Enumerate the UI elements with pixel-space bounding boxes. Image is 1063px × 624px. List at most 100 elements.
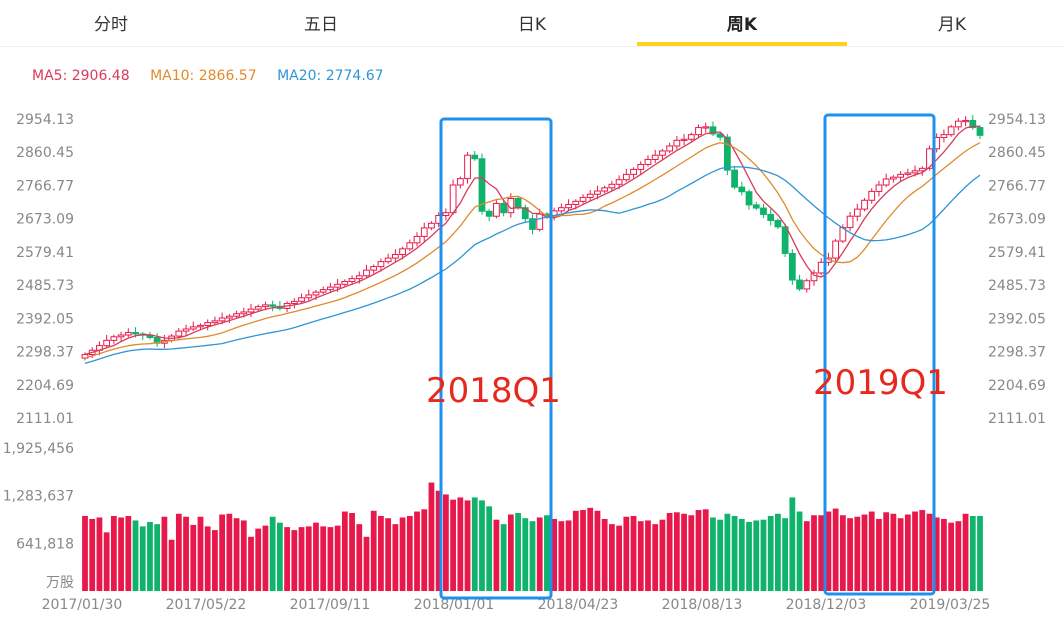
candle-body <box>810 272 818 282</box>
candle-body <box>788 252 796 281</box>
candle-body <box>666 145 674 152</box>
volume-bar <box>847 518 853 591</box>
tab-five-day[interactable]: 五日 <box>304 15 338 35</box>
ma5-legend: MA5: 2906.48 <box>32 68 130 84</box>
candle-body <box>319 289 327 293</box>
candle-body <box>853 208 861 217</box>
volume-bar <box>132 520 139 591</box>
candle-body <box>875 184 883 192</box>
volume-bar <box>110 515 117 591</box>
candle-body <box>247 308 255 313</box>
volume-bar <box>255 528 262 591</box>
candle-body <box>680 138 688 141</box>
volume-bar <box>269 516 276 591</box>
volume-bar <box>385 518 392 591</box>
volume-bar <box>428 482 435 591</box>
volume-bar <box>731 515 738 591</box>
volume-bar <box>341 511 348 591</box>
volume-bar <box>926 513 933 591</box>
volume-bar <box>977 515 983 591</box>
tab-weekly-k[interactable]: 周K <box>637 0 847 46</box>
candle-body <box>890 176 897 180</box>
volume-bar <box>803 521 810 591</box>
tab-daily-k[interactable]: 日K <box>517 15 547 35</box>
volume-bar <box>334 525 341 591</box>
volume-bar <box>161 516 168 591</box>
candle-body <box>586 193 594 198</box>
volume-bar <box>717 519 724 591</box>
price-tick-left: 2298.37 <box>16 345 74 361</box>
price-tick-right: 2579.41 <box>988 245 1046 261</box>
candle-body <box>117 334 125 338</box>
volume-bar <box>941 518 947 591</box>
volume-bar <box>522 518 529 591</box>
volume-bar <box>89 518 96 591</box>
volume-tick: 1,925,456 <box>3 441 74 457</box>
candle-body <box>420 227 428 237</box>
candle-body <box>529 218 536 230</box>
price-tick-right: 2204.69 <box>988 378 1046 394</box>
candle-body <box>976 127 984 136</box>
candle-body <box>189 326 197 330</box>
volume-tick: 1,283,637 <box>3 489 74 505</box>
candle-body <box>738 186 746 193</box>
volume-bar <box>103 532 110 591</box>
volume-bar <box>630 515 637 591</box>
volume-bar <box>82 515 88 591</box>
candle-body <box>897 173 904 178</box>
period-tabs: 分时 五日 日K 周K 月K <box>0 0 1063 47</box>
volume-bar <box>443 494 449 591</box>
volume-bar <box>746 521 752 591</box>
candle-body <box>904 172 912 175</box>
candle-body <box>485 210 493 217</box>
volume-bar <box>818 515 825 591</box>
volume-bar <box>327 527 334 591</box>
volume-bar <box>240 520 247 591</box>
candle-body <box>334 283 342 288</box>
candle-body <box>254 306 262 310</box>
candle-body <box>377 261 385 268</box>
candle-body <box>911 170 919 174</box>
candle-body <box>384 257 392 263</box>
volume-bar <box>587 507 594 591</box>
x-tick: 2017/01/30 <box>42 597 123 613</box>
candle-body <box>601 187 609 192</box>
volume-bar <box>197 516 204 591</box>
x-tick: 2017/09/11 <box>290 597 371 613</box>
price-tick-left: 2673.09 <box>16 212 74 228</box>
price-tick-left: 2204.69 <box>16 378 74 394</box>
candle-body <box>861 199 868 210</box>
volume-bar <box>500 524 507 591</box>
volume-bar <box>854 516 861 591</box>
candle-body <box>103 339 111 347</box>
volume-bar <box>796 511 803 591</box>
volume-bar <box>616 525 622 591</box>
volume-bar <box>529 521 536 591</box>
tab-intraday[interactable]: 分时 <box>94 15 128 35</box>
candle-body <box>774 219 782 228</box>
ma20-line <box>84 166 981 365</box>
volume-bar <box>190 524 197 591</box>
volume-bar <box>284 527 290 591</box>
candle-body <box>124 332 132 336</box>
candle-body <box>817 261 825 274</box>
candle-body <box>651 154 659 160</box>
candle-body <box>868 190 876 201</box>
volume-bar <box>356 524 363 591</box>
volume-bar <box>775 513 781 591</box>
candle-body <box>565 204 572 209</box>
volume-bar <box>811 515 817 591</box>
tab-monthly-k[interactable]: 月K <box>937 15 967 35</box>
candle-body <box>175 330 183 337</box>
volume-bar <box>839 515 846 591</box>
volume-bar <box>515 513 521 591</box>
volume-bar <box>868 511 875 591</box>
volume-bar <box>760 519 767 591</box>
volume-bar <box>414 511 420 591</box>
candle-body <box>500 202 508 214</box>
volume-bar <box>666 513 673 591</box>
price-tick-left: 2766.77 <box>16 178 74 194</box>
candle-body <box>723 136 731 171</box>
volume-bar <box>890 513 897 591</box>
